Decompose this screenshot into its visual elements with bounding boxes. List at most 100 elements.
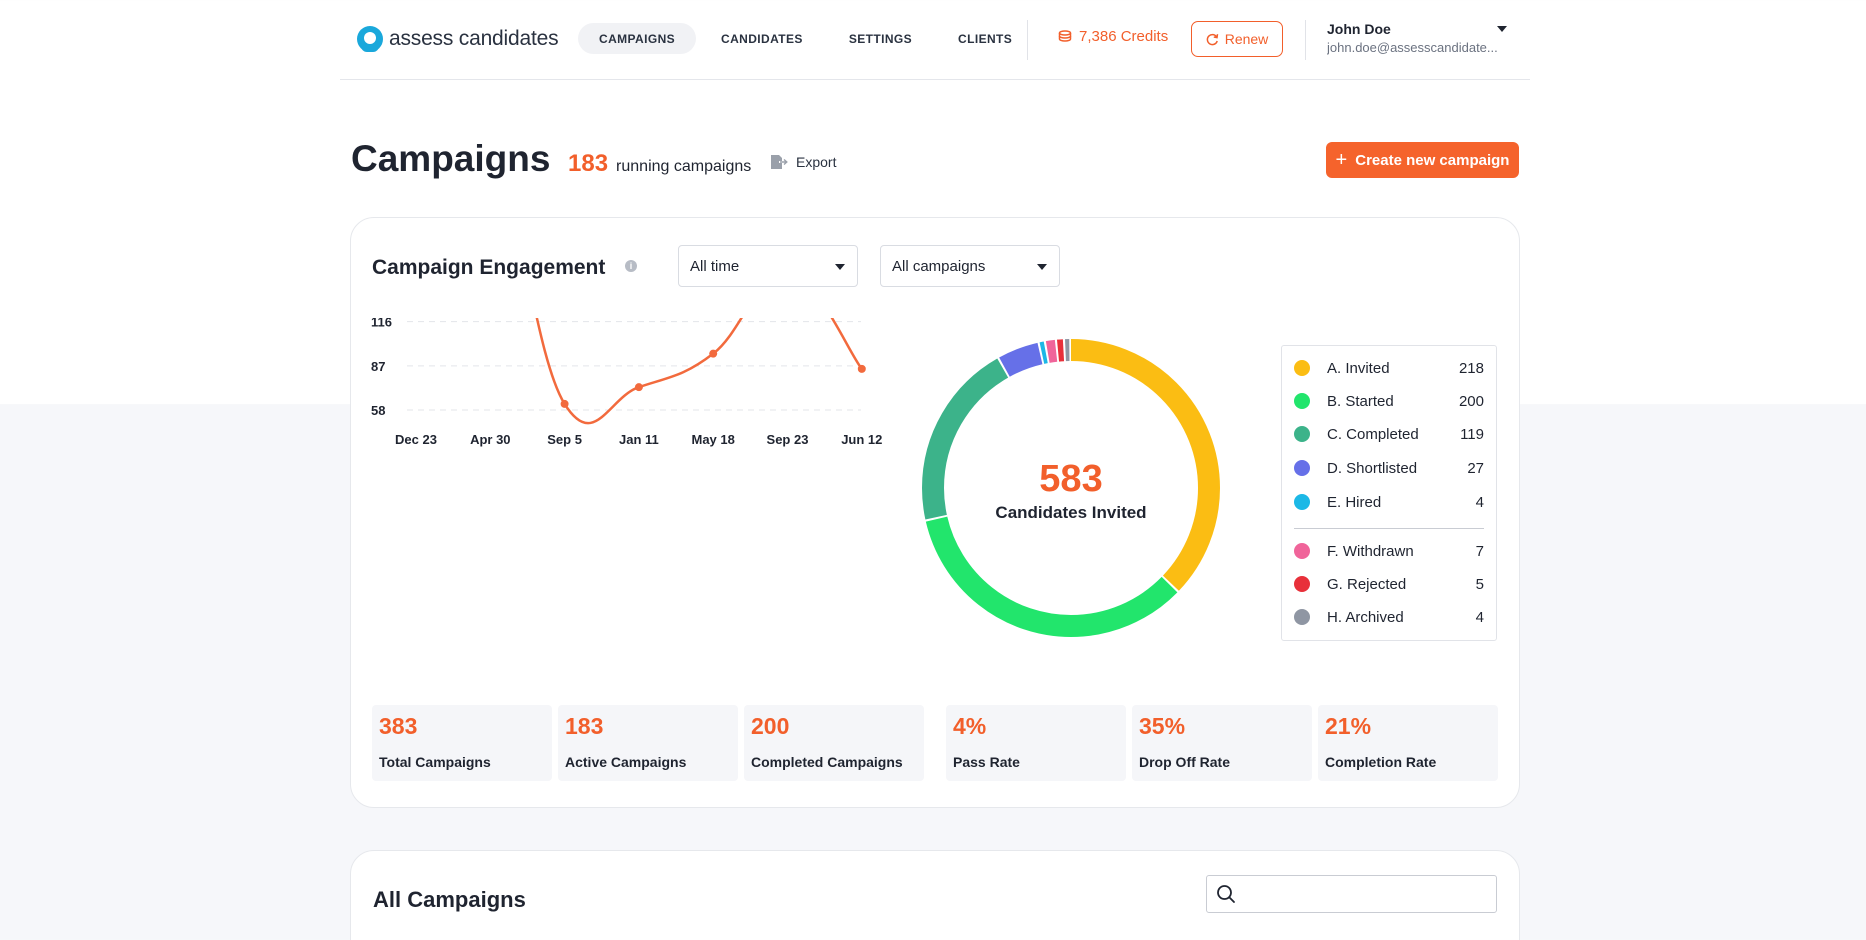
series-line	[535, 318, 863, 425]
running-campaigns: 183 running campaigns	[568, 150, 751, 178]
legend-dot	[1294, 494, 1310, 510]
legend-label: C. Completed	[1327, 425, 1419, 443]
stat-pass-rate: 4% Pass Rate	[946, 705, 1126, 781]
logo[interactable]: assess candidates	[357, 26, 559, 52]
stat-label: Completed Campaigns	[751, 754, 903, 770]
donut-total: 583	[1039, 458, 1103, 500]
donut-center: 583 Candidates Invited	[921, 458, 1221, 523]
time-filter-select[interactable]: All time	[678, 245, 858, 287]
legend-label: B. Started	[1327, 392, 1394, 410]
donut-slice[interactable]	[922, 339, 1220, 637]
logo-icon	[357, 26, 383, 52]
legend-label: F. Withdrawn	[1327, 542, 1414, 560]
nav-campaigns[interactable]: CAMPAIGNS	[578, 23, 697, 54]
renew-button[interactable]: Renew	[1191, 21, 1283, 57]
legend-dot	[1294, 609, 1310, 625]
engagement-title: Campaign Engagement	[372, 256, 606, 279]
legend-dot	[1294, 576, 1310, 592]
legend-value: 4	[1475, 608, 1484, 626]
data-point[interactable]	[560, 399, 569, 408]
y-tick-label: 116	[371, 318, 392, 330]
legend-value: 119	[1460, 425, 1484, 443]
legend-divider	[1294, 528, 1484, 529]
user-email: john.doe@assesscandidate...	[1327, 40, 1498, 55]
nav-settings[interactable]: SETTINGS	[848, 31, 913, 46]
donut-slice[interactable]	[922, 339, 1220, 637]
credits-balance: 7,386 Credits	[1058, 28, 1168, 45]
main-nav: CAMPAIGNS CANDIDATES SETTINGS CLIENTS	[578, 23, 1037, 54]
stat-value: 183	[565, 713, 604, 739]
search-input[interactable]	[1243, 880, 1488, 908]
stat-active-campaigns: 183 Active Campaigns	[558, 705, 738, 781]
legend-item: G. Rejected 5	[1294, 572, 1484, 596]
stat-label: Active Campaigns	[565, 754, 687, 770]
engagement-card: Campaign Engagement i All time All campa…	[350, 217, 1520, 808]
stat-completion-rate: 21% Completion Rate	[1318, 705, 1498, 781]
all-campaigns-title: All Campaigns	[373, 887, 526, 912]
x-tick-label: Jun 12	[841, 432, 882, 447]
nav-clients[interactable]: CLIENTS	[958, 31, 1013, 46]
legend-item: B. Started 200	[1294, 389, 1484, 413]
export-button[interactable]: Export	[770, 154, 836, 170]
stat-value: 21%	[1325, 713, 1372, 739]
status-donut-chart	[922, 339, 1220, 637]
stat-value: 383	[379, 713, 418, 739]
top-header: assess candidates CAMPAIGNS CANDIDATES S…	[340, 0, 1530, 80]
y-tick-label: 87	[371, 359, 385, 374]
create-campaign-button[interactable]: + Create new campaign	[1326, 142, 1519, 178]
stat-label: Total Campaigns	[379, 754, 491, 770]
legend-dot	[1294, 426, 1310, 442]
header-divider	[1027, 20, 1028, 60]
stat-value: 200	[751, 713, 790, 739]
legend-dot	[1294, 460, 1310, 476]
legend-value: 7	[1475, 542, 1484, 560]
info-icon[interactable]: i	[625, 260, 637, 272]
create-campaign-label: Create new campaign	[1355, 151, 1510, 169]
legend-label: A. Invited	[1327, 359, 1390, 377]
campaign-filter-value: All campaigns	[892, 257, 986, 275]
donut-slice[interactable]	[922, 339, 1220, 637]
x-tick-label: Sep 5	[547, 432, 582, 447]
legend-label: E. Hired	[1327, 493, 1382, 511]
user-menu[interactable]: John Doe john.doe@assesscandidate...	[1327, 21, 1527, 55]
renew-label: Renew	[1224, 31, 1269, 47]
stat-value: 35%	[1139, 713, 1186, 739]
coins-icon	[1058, 29, 1072, 42]
chevron-down-icon[interactable]	[1497, 26, 1507, 32]
all-campaigns-card: All Campaigns	[350, 850, 1520, 940]
running-label: running campaigns	[616, 158, 752, 175]
header-divider	[1305, 20, 1306, 60]
y-tick-label: 58	[371, 403, 385, 418]
stat-drop-off-rate: 35% Drop Off Rate	[1132, 705, 1312, 781]
x-tick-label: Apr 30	[470, 432, 510, 447]
credits-text: 7,386 Credits	[1079, 28, 1169, 45]
export-label: Export	[796, 154, 837, 170]
legend-item: H. Archived 4	[1294, 605, 1484, 629]
search-box[interactable]	[1206, 875, 1497, 913]
page-title: Campaigns	[351, 138, 551, 179]
legend-item: F. Withdrawn 7	[1294, 539, 1484, 563]
stat-label: Completion Rate	[1325, 754, 1437, 770]
data-point[interactable]	[857, 364, 866, 373]
plus-icon: +	[1335, 148, 1348, 171]
search-icon	[1217, 885, 1235, 903]
x-tick-label: Sep 23	[767, 432, 809, 447]
legend-dot	[1294, 393, 1310, 409]
user-name: John Doe	[1327, 21, 1391, 37]
nav-candidates[interactable]: CANDIDATES	[721, 31, 803, 46]
legend-value: 5	[1475, 575, 1484, 593]
legend-item: D. Shortlisted 27	[1294, 456, 1484, 480]
refresh-icon	[1206, 33, 1218, 45]
chevron-down-icon	[835, 264, 845, 270]
data-point[interactable]	[634, 383, 643, 392]
stat-total-campaigns: 383 Total Campaigns	[372, 705, 552, 781]
x-tick-label: May 18	[692, 432, 735, 447]
data-point[interactable]	[709, 349, 718, 358]
stat-completed-campaigns: 200 Completed Campaigns	[744, 705, 924, 781]
legend-dot	[1294, 543, 1310, 559]
legend-value: 218	[1458, 359, 1484, 377]
legend-label: G. Rejected	[1327, 575, 1407, 593]
stat-label: Pass Rate	[953, 754, 1020, 770]
campaign-filter-select[interactable]: All campaigns	[880, 245, 1060, 287]
